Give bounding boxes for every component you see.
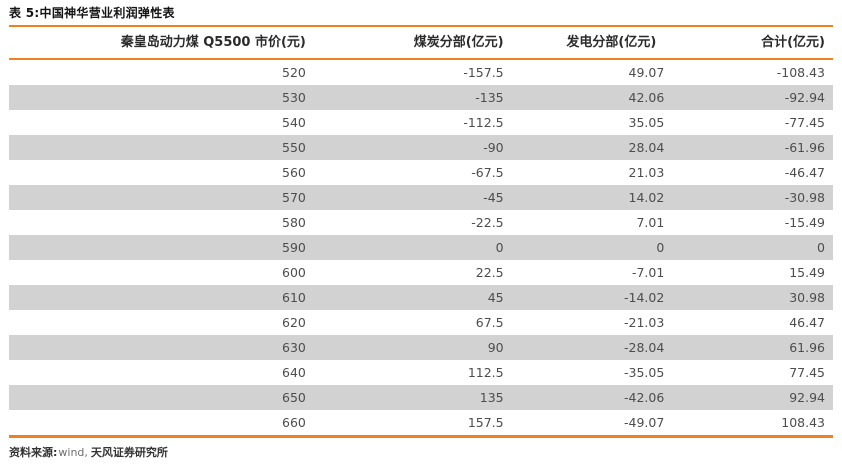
cell-total: 30.98 [789,290,825,305]
cell-total: -30.98 [784,190,825,205]
cell-power-segment: -21.03 [624,315,665,330]
cell-power-segment: 49.07 [628,65,665,80]
cell-coal-segment: 22.5 [475,265,504,280]
cell-coal-segment: 45 [487,290,504,305]
table-row: 610 45 -14.02 30.98 [9,285,833,310]
cell-coal-price: 630 [282,340,306,355]
cell-total: 77.45 [789,365,825,380]
cell-coal-price: 520 [282,65,306,80]
cell-coal-segment: -22.5 [471,215,504,230]
table-row: 570 -45 14.02 -30.98 [9,185,833,210]
cell-total: -46.47 [784,165,825,180]
cell-power-segment: -14.02 [624,290,665,305]
col-header-coal-price: 秦皇岛动力煤 Q5500 市价(元) [9,26,314,60]
source-note: 资料来源:wind, 天风证券研究所 [9,446,833,459]
cell-power-segment: -7.01 [631,265,665,280]
source-wind: wind, [58,446,88,459]
cell-coal-price: 540 [282,115,306,130]
table-row: 650 135 -42.06 92.94 [9,385,833,410]
cell-power-segment: -42.06 [624,390,665,405]
elasticity-table: 秦皇岛动力煤 Q5500 市价(元) 煤炭分部(亿元) 发电分部(亿元) 合计(… [9,25,833,438]
cell-coal-price: 530 [282,90,306,105]
table-row: 560 -67.5 21.03 -46.47 [9,160,833,185]
cell-coal-price: 600 [282,265,306,280]
cell-coal-segment: -112.5 [463,115,504,130]
cell-power-segment: 14.02 [628,190,665,205]
col-header-power-segment: 发电分部(亿元) [511,26,673,60]
cell-coal-price: 550 [282,140,306,155]
table-row: 580 -22.5 7.01 -15.49 [9,210,833,235]
table-row: 660 157.5 -49.07 108.43 [9,410,833,438]
cell-total: -92.94 [784,90,825,105]
header-row: 秦皇岛动力煤 Q5500 市价(元) 煤炭分部(亿元) 发电分部(亿元) 合计(… [9,26,833,60]
cell-coal-segment: 135 [479,390,504,405]
cell-coal-price: 610 [282,290,306,305]
cell-coal-price: 560 [282,165,306,180]
col-header-coal-segment: 煤炭分部(亿元) [313,26,512,60]
table-row: 590 0 0 0 [9,235,833,260]
cell-total: -15.49 [784,215,825,230]
table-body: 520 -157.5 49.07 -108.43 530 -135 42.06 -92.94 5… [9,59,833,438]
cell-power-segment: 21.03 [628,165,665,180]
table-row: 550 -90 28.04 -61.96 [9,135,833,160]
cell-coal-price: 640 [282,365,306,380]
cell-total: -61.96 [784,140,825,155]
cell-coal-segment: -67.5 [471,165,504,180]
cell-coal-segment: -135 [475,90,504,105]
col-header-total: 合计(亿元) [672,26,833,60]
cell-coal-price: 620 [282,315,306,330]
cell-coal-price: 570 [282,190,306,205]
cell-total: 61.96 [789,340,825,355]
cell-power-segment: -49.07 [511,410,673,438]
table-row: 530 -135 42.06 -92.94 [9,85,833,110]
table-row: 540 -112.5 35.05 -77.45 [9,110,833,135]
table-row: 640 112.5 -35.05 77.45 [9,360,833,385]
cell-total: 15.49 [789,265,825,280]
cell-power-segment: 7.01 [636,215,665,230]
cell-coal-price: 590 [282,240,306,255]
table-title: 表 5:中国神华营业利润弹性表 [9,6,175,20]
cell-coal-segment: 67.5 [475,315,504,330]
cell-coal-segment: 157.5 [313,410,512,438]
cell-power-segment: 42.06 [628,90,665,105]
table-row: 600 22.5 -7.01 15.49 [9,260,833,285]
cell-coal-segment: -45 [483,190,504,205]
cell-total: 46.47 [789,315,825,330]
cell-power-segment: -35.05 [624,365,665,380]
cell-coal-segment: 90 [487,340,504,355]
table-row: 630 90 -28.04 61.96 [9,335,833,360]
source-org: 天风证券研究所 [90,446,168,459]
cell-power-segment: -28.04 [624,340,665,355]
cell-power-segment: 35.05 [628,115,665,130]
cell-coal-segment: 112.5 [467,365,504,380]
cell-coal-price: 660 [9,410,314,438]
table-row: 520 -157.5 49.07 -108.43 [9,59,833,85]
cell-total: -108.43 [776,65,825,80]
cell-coal-segment: -90 [483,140,504,155]
cell-power-segment: 0 [656,240,665,255]
cell-total: 92.94 [789,390,825,405]
cell-total: -77.45 [784,115,825,130]
cell-power-segment: 28.04 [628,140,665,155]
cell-coal-segment: -157.5 [463,65,504,80]
cell-coal-price: 650 [282,390,306,405]
cell-coal-segment: 0 [495,240,504,255]
cell-coal-price: 580 [282,215,306,230]
source-label: 资料来源: [9,446,58,459]
table-row: 620 67.5 -21.03 46.47 [9,310,833,335]
cell-total: 108.43 [672,410,833,438]
cell-total: 0 [817,240,825,255]
